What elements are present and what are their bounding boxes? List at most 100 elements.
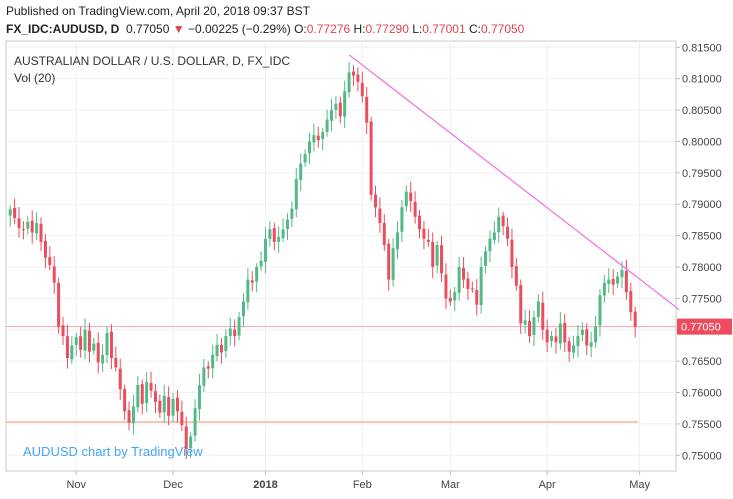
candle (48, 246, 52, 271)
candle-body (501, 215, 505, 227)
candle (506, 217, 510, 247)
candle-body (334, 103, 338, 110)
candle (550, 331, 554, 348)
candle-body (360, 82, 364, 97)
candle-body (541, 302, 545, 330)
candle (123, 384, 127, 421)
candle-body (316, 135, 320, 141)
y-axis: 0.81500 0.81000 0.80500 0.80000 0.79500 0.790… (676, 42, 722, 462)
candle (532, 310, 536, 347)
candle (290, 201, 294, 228)
candle (241, 293, 245, 328)
candle (563, 313, 567, 353)
candle (206, 361, 210, 379)
candle-body (607, 279, 611, 284)
candles (8, 61, 637, 460)
candle-body (35, 223, 39, 234)
candle (299, 153, 303, 192)
y-tick-label: 0.77500 (682, 293, 722, 305)
candle (448, 289, 452, 306)
candle-body (576, 336, 580, 347)
candle (431, 232, 435, 279)
candle-body (83, 329, 87, 351)
close-value: 0.77050 (480, 22, 525, 36)
candle (109, 324, 113, 370)
candle (426, 228, 430, 247)
candle-body (321, 132, 325, 139)
volume-label: Vol (20) (14, 71, 55, 85)
candle-body (303, 153, 307, 163)
candle (607, 268, 611, 293)
candle-body (92, 343, 96, 351)
candle (343, 80, 347, 129)
candle-body (633, 311, 637, 327)
candle (17, 207, 21, 238)
candle-body (211, 354, 215, 369)
candle (321, 127, 325, 151)
candle (558, 312, 562, 350)
candle-body (418, 215, 422, 230)
candle (233, 319, 237, 347)
candle (136, 376, 140, 413)
candle (219, 337, 223, 364)
open-label: O: (294, 22, 307, 36)
candle (470, 281, 474, 293)
candle (307, 132, 311, 164)
candle (580, 322, 584, 342)
y-tick-label: 0.78500 (682, 231, 722, 243)
x-tick-label: Mar (441, 479, 460, 491)
candle (440, 235, 444, 283)
candle (497, 207, 501, 243)
low-value: 0.77001 (422, 22, 466, 36)
candle (404, 185, 408, 212)
candle-body (233, 329, 237, 337)
candle-body (369, 121, 373, 195)
candle-body (453, 292, 457, 301)
candle (175, 389, 179, 423)
candle-body (352, 71, 356, 76)
candle-body (281, 229, 285, 239)
candle-body (528, 320, 532, 337)
candle (391, 238, 395, 287)
candle-body (404, 191, 408, 207)
candle-body (114, 357, 118, 368)
candle-body (382, 223, 386, 246)
candle (316, 126, 320, 148)
candle (479, 256, 483, 314)
candle-body (479, 266, 483, 306)
candle (26, 216, 30, 235)
candle-body (241, 301, 245, 317)
candle-body (13, 207, 17, 219)
candle-body (285, 219, 289, 229)
trendline[interactable] (348, 54, 680, 311)
candle (356, 67, 360, 92)
candle-body (307, 141, 311, 154)
y-tick-label: 0.76500 (682, 356, 722, 368)
candle-body (545, 329, 549, 343)
candle (541, 291, 545, 340)
candle (475, 279, 479, 316)
candle-body (123, 389, 127, 412)
candle (101, 344, 105, 372)
candle (294, 168, 298, 218)
x-tick-label: Apr (539, 479, 556, 491)
candle (528, 310, 532, 343)
candle-body (65, 336, 69, 359)
candle-body (325, 119, 329, 132)
candle (43, 233, 47, 268)
candle-body (391, 248, 395, 280)
candle (347, 61, 351, 98)
candle (35, 212, 39, 241)
candle-body (149, 382, 153, 391)
candle-body (224, 336, 228, 352)
chart-title: AUSTRALIAN DOLLAR / U.S. DOLLAR, D, FX_I… (14, 54, 290, 68)
candle (83, 318, 87, 360)
candle (484, 245, 488, 274)
candle-body (70, 345, 74, 360)
candle (281, 218, 285, 242)
candle (369, 116, 373, 201)
candle-body (250, 280, 254, 283)
candle (501, 211, 505, 236)
x-tick-label: Nov (66, 479, 86, 491)
